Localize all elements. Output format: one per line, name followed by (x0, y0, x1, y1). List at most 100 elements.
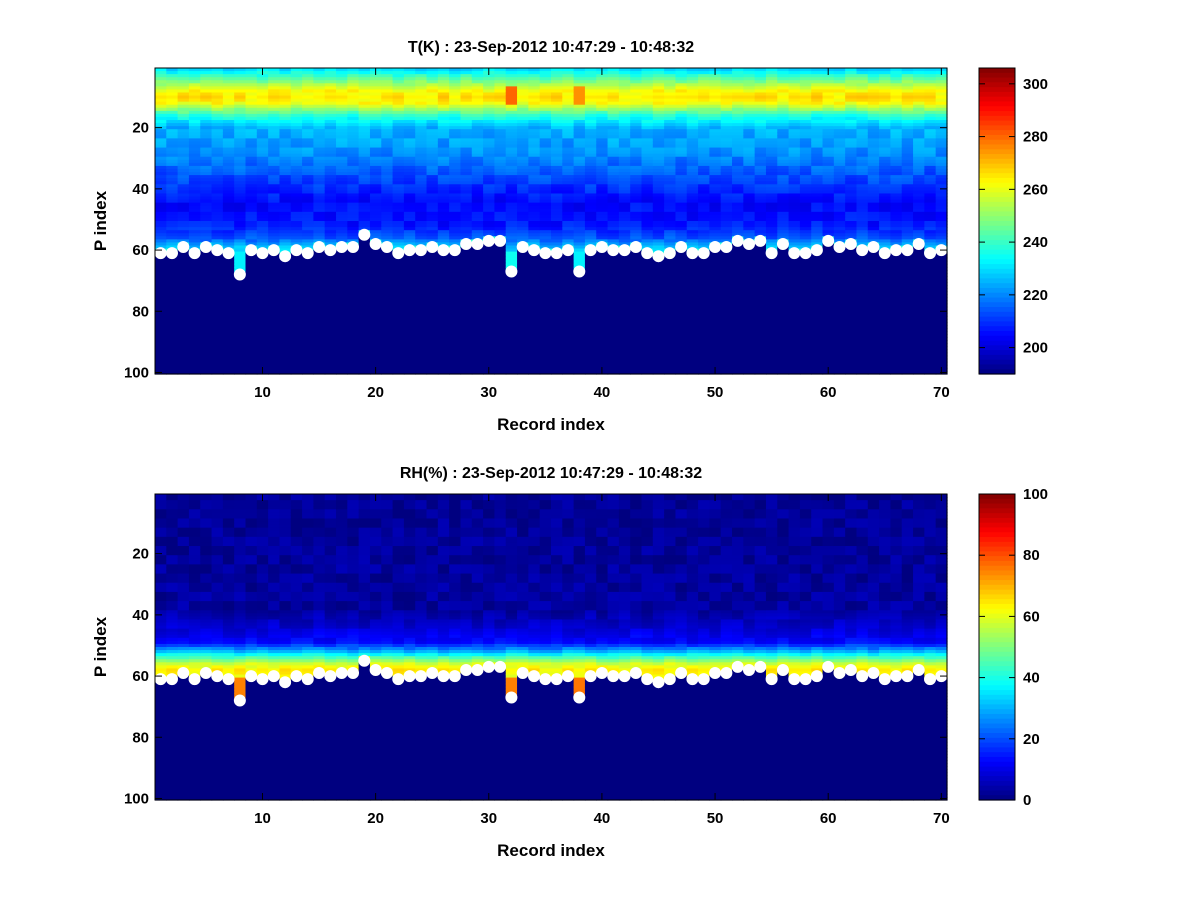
heatmap-cell (369, 318, 382, 323)
heatmap-cell (369, 315, 382, 320)
heatmap-cell (336, 257, 348, 262)
heatmap-cell (381, 74, 394, 78)
heatmap-cell (415, 132, 428, 136)
heatmap-cell (302, 199, 314, 204)
heatmap-cell (268, 110, 281, 115)
heatmap-cell (268, 159, 281, 164)
heatmap-cell (302, 129, 314, 133)
heatmap-cell (268, 184, 281, 188)
heatmap-cell (290, 291, 303, 296)
heatmap-cell (166, 361, 179, 366)
heatmap-cell (324, 224, 337, 228)
heatmap-cell (381, 276, 394, 280)
heatmap-cell (403, 184, 416, 188)
heatmap-cell (211, 325, 224, 329)
heatmap-cell (211, 80, 224, 84)
heatmap-cell (279, 303, 292, 308)
heatmap-cell (279, 132, 292, 136)
heatmap-cell (358, 367, 371, 372)
heatmap-cell (415, 321, 428, 326)
heatmap-cell (426, 202, 439, 207)
heatmap-cell (369, 224, 382, 228)
heatmap-cell (358, 181, 371, 185)
heatmap-cell (392, 306, 405, 311)
heatmap-cell (415, 282, 428, 286)
heatmap-cell (290, 101, 303, 106)
heatmap-cell (324, 135, 337, 139)
heatmap-cell (313, 129, 326, 133)
heatmap-cell (426, 288, 439, 292)
heatmap-cell (200, 309, 213, 314)
heatmap-cell (279, 138, 292, 143)
heatmap-cell (381, 113, 394, 118)
heatmap-cell (369, 346, 382, 351)
heatmap-cell (279, 162, 292, 167)
heatmap-cell (347, 309, 360, 314)
heatmap-cell (290, 123, 303, 127)
heatmap-cell (245, 74, 258, 78)
heatmap-cell (358, 141, 371, 146)
heatmap-cell (302, 116, 314, 121)
heatmap-cell (200, 355, 213, 360)
heatmap-cell (415, 361, 428, 366)
heatmap-cell (155, 239, 167, 244)
heatmap-cell (358, 276, 371, 280)
heatmap-cell (177, 123, 190, 127)
heatmap-cell (245, 312, 258, 317)
heatmap-cell (222, 147, 235, 152)
heatmap-cell (268, 285, 281, 289)
heatmap-cell (392, 312, 405, 317)
heatmap-cell (211, 260, 224, 265)
heatmap-cell (336, 328, 348, 332)
heatmap-cell (302, 279, 314, 283)
heatmap-cell (347, 303, 360, 308)
heatmap-cell (211, 123, 224, 127)
heatmap-cell (290, 343, 303, 348)
heatmap-cell (188, 187, 201, 191)
heatmap-cell (290, 282, 303, 286)
heatmap-cell (279, 263, 292, 268)
heatmap-cell (369, 306, 382, 311)
heatmap-cell (392, 153, 405, 158)
heatmap-cell (177, 361, 190, 366)
heatmap-cell (177, 116, 190, 121)
heatmap-cell (369, 208, 382, 213)
heatmap-cell (381, 132, 394, 136)
heatmap-cell (279, 230, 292, 234)
heatmap-cell (188, 294, 201, 299)
heatmap-cell (234, 95, 247, 100)
heatmap-cell (234, 159, 247, 164)
heatmap-cell (336, 172, 348, 176)
heatmap-cell (188, 288, 201, 292)
heatmap-cell (166, 306, 179, 311)
heatmap-cell (188, 101, 201, 106)
heatmap-cell (313, 257, 326, 262)
heatmap-cell (166, 113, 179, 118)
heatmap-cell (324, 294, 337, 299)
heatmap-cell (166, 328, 179, 332)
heatmap-cell (166, 144, 179, 149)
heatmap-cell (392, 211, 405, 216)
heatmap-cell (234, 196, 247, 201)
heatmap-cell (188, 168, 201, 173)
heatmap-cell (324, 150, 337, 155)
heatmap-cell (290, 107, 303, 112)
heatmap-cell (177, 175, 190, 179)
heatmap-cell (426, 132, 439, 136)
heatmap-cell (245, 355, 258, 360)
heatmap-cell (245, 321, 258, 326)
heatmap-cell (336, 71, 348, 75)
heatmap-cell (188, 325, 201, 329)
heatmap-cell (403, 318, 416, 323)
heatmap-cell (155, 156, 167, 161)
heatmap-cell (369, 321, 382, 326)
heatmap-cell (426, 159, 439, 164)
heatmap-cell (177, 221, 190, 225)
heatmap-cell (268, 89, 281, 94)
heatmap-cell (268, 138, 281, 143)
heatmap-cell (290, 74, 303, 78)
heatmap-cell (415, 303, 428, 308)
heatmap-cell (403, 352, 416, 357)
heatmap-cell (358, 153, 371, 158)
heatmap-cell (403, 325, 416, 329)
